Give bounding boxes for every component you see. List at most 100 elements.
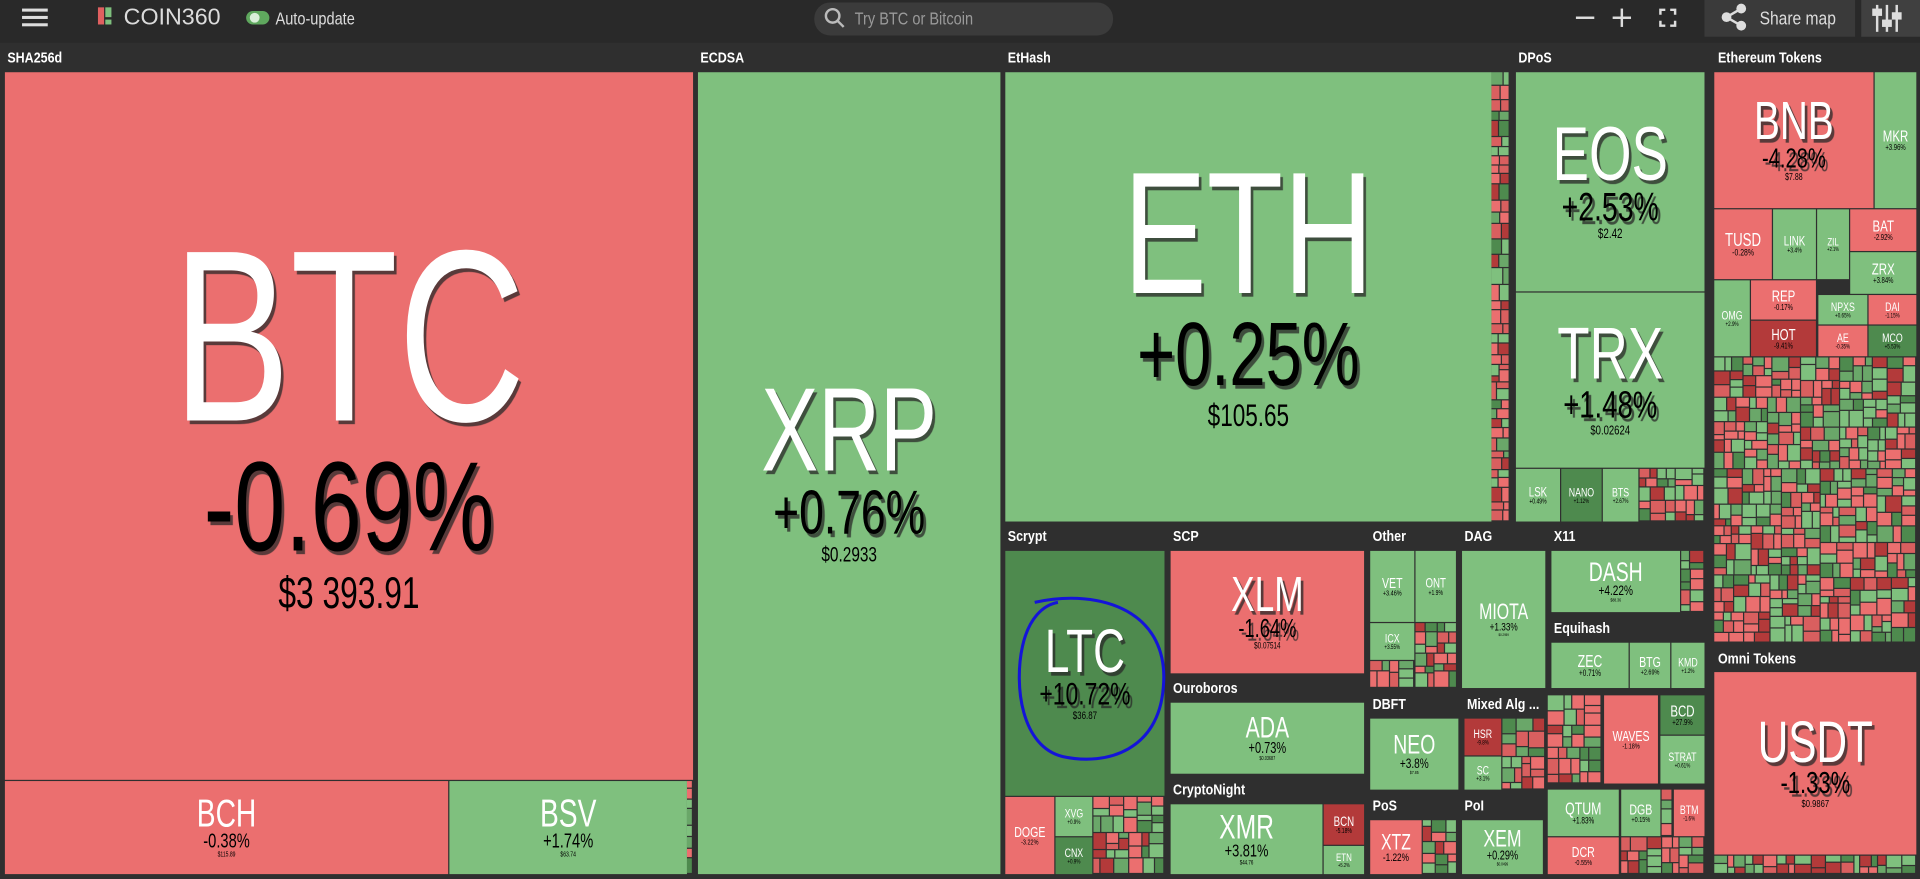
small-tile[interactable] — [1764, 477, 1771, 491]
small-tile[interactable] — [1778, 445, 1787, 461]
small-tile[interactable] — [1891, 578, 1908, 588]
small-tile[interactable] — [1834, 588, 1850, 596]
small-tile[interactable] — [1872, 379, 1887, 391]
tile[interactable] — [1005, 550, 1165, 796]
small-tile[interactable] — [1774, 534, 1781, 549]
small-tile[interactable] — [1860, 631, 1872, 642]
small-tile[interactable] — [1820, 526, 1830, 542]
small-tile[interactable] — [1728, 855, 1734, 867]
small-tile[interactable] — [1906, 570, 1916, 577]
small-tile[interactable] — [1724, 526, 1731, 535]
small-tile[interactable] — [1730, 371, 1743, 380]
small-tile[interactable] — [1864, 615, 1872, 631]
small-tile[interactable] — [1647, 856, 1661, 866]
small-tile[interactable] — [1491, 223, 1501, 239]
small-tile[interactable] — [1434, 671, 1449, 687]
small-tile[interactable] — [1415, 673, 1428, 687]
small-tile[interactable] — [1666, 500, 1675, 512]
small-tile[interactable] — [1093, 833, 1106, 849]
small-tile[interactable] — [1812, 594, 1820, 605]
small-tile[interactable] — [1399, 661, 1414, 669]
small-tile[interactable] — [1734, 585, 1749, 596]
small-tile[interactable] — [1838, 481, 1851, 488]
small-tile[interactable] — [1886, 496, 1902, 512]
small-tile[interactable] — [1742, 492, 1749, 504]
small-tile[interactable] — [1768, 413, 1779, 423]
small-tile[interactable] — [1902, 449, 1916, 458]
small-tile[interactable] — [1877, 512, 1892, 526]
small-tile[interactable] — [1731, 439, 1744, 452]
small-tile[interactable] — [1734, 560, 1751, 575]
small-tile[interactable] — [1811, 855, 1825, 868]
small-tile[interactable] — [1742, 485, 1754, 492]
tile[interactable] — [1464, 756, 1502, 790]
small-tile[interactable] — [1832, 381, 1839, 388]
small-tile[interactable] — [1839, 618, 1850, 634]
small-tile[interactable] — [1853, 558, 1860, 569]
small-tile[interactable] — [1757, 433, 1767, 440]
small-tile[interactable] — [1850, 393, 1862, 399]
small-tile[interactable] — [1152, 815, 1164, 823]
small-tile[interactable] — [1744, 612, 1759, 624]
tile[interactable] — [1515, 72, 1705, 292]
small-tile[interactable] — [1647, 849, 1661, 856]
small-tile[interactable] — [1905, 469, 1916, 477]
small-tile[interactable] — [1864, 494, 1877, 507]
small-tile[interactable] — [1434, 664, 1444, 671]
small-tile[interactable] — [1783, 604, 1798, 616]
small-tile[interactable] — [1491, 212, 1500, 223]
small-tile[interactable] — [1820, 507, 1833, 513]
small-tile[interactable] — [1736, 422, 1744, 431]
small-tile[interactable] — [1499, 365, 1509, 370]
small-tile[interactable] — [1155, 858, 1164, 873]
tile[interactable] — [1551, 550, 1680, 613]
small-tile[interactable] — [1444, 842, 1456, 854]
small-tile[interactable] — [1714, 385, 1730, 397]
small-tile[interactable] — [1789, 368, 1800, 379]
small-tile[interactable] — [1866, 507, 1877, 521]
small-tile[interactable] — [1650, 468, 1657, 478]
small-tile[interactable] — [1497, 382, 1509, 388]
small-tile[interactable] — [1639, 501, 1650, 509]
small-tile[interactable] — [1768, 434, 1779, 444]
small-tile[interactable] — [1589, 747, 1601, 760]
small-tile[interactable] — [1891, 588, 1908, 601]
tile[interactable] — [1515, 468, 1560, 522]
small-tile[interactable] — [1448, 854, 1456, 862]
small-tile[interactable] — [1502, 137, 1509, 146]
small-tile[interactable] — [1491, 343, 1498, 355]
small-tile[interactable] — [1497, 409, 1509, 418]
small-tile[interactable] — [1801, 460, 1812, 469]
small-tile[interactable] — [1690, 590, 1704, 602]
tile[interactable] — [1773, 209, 1816, 280]
small-tile[interactable] — [1567, 747, 1580, 758]
small-tile[interactable] — [1897, 434, 1905, 449]
small-tile[interactable] — [1547, 734, 1563, 747]
small-tile[interactable] — [1790, 557, 1797, 565]
tile[interactable] — [1751, 320, 1816, 357]
small-tile[interactable] — [1491, 254, 1499, 267]
small-tile[interactable] — [1522, 764, 1530, 777]
tile[interactable] — [1714, 672, 1917, 855]
small-tile[interactable] — [1752, 441, 1767, 449]
tile[interactable] — [1874, 72, 1917, 209]
small-tile[interactable] — [1666, 468, 1675, 479]
small-tile[interactable] — [1533, 777, 1545, 789]
small-tile[interactable] — [686, 781, 692, 788]
small-tile[interactable] — [1837, 543, 1853, 550]
small-tile[interactable] — [1782, 565, 1790, 575]
small-tile[interactable] — [1803, 631, 1820, 642]
small-tile[interactable] — [1863, 366, 1872, 381]
small-tile[interactable] — [1903, 357, 1916, 366]
small-tile[interactable] — [1877, 478, 1892, 488]
small-tile[interactable] — [1811, 868, 1825, 873]
small-tile[interactable] — [1782, 516, 1795, 528]
small-tile[interactable] — [1491, 285, 1499, 301]
small-tile[interactable] — [1807, 548, 1820, 565]
small-tile[interactable] — [1714, 411, 1728, 422]
small-tile[interactable] — [1422, 854, 1435, 863]
small-tile[interactable] — [1840, 371, 1853, 381]
small-tile[interactable] — [1714, 633, 1729, 642]
small-tile[interactable] — [1491, 310, 1501, 324]
small-tile[interactable] — [1908, 578, 1916, 587]
